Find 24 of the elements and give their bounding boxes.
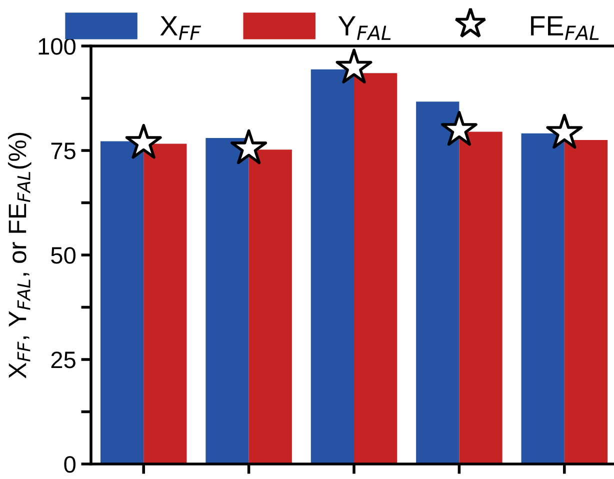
y-tick-label: 25 bbox=[51, 352, 76, 368]
legend-label: FE$_{FAL}$ bbox=[531, 16, 599, 40]
point bbox=[125, 124, 162, 159]
bar bbox=[248, 150, 292, 464]
bar bbox=[521, 133, 564, 464]
point bbox=[546, 114, 583, 149]
bar bbox=[459, 132, 502, 464]
bar bbox=[206, 138, 249, 464]
legend-label: Y$_{FAL}$ bbox=[338, 16, 391, 40]
point bbox=[336, 48, 372, 84]
point bbox=[440, 110, 478, 146]
legend-label: X$_{FF}$ bbox=[160, 16, 202, 40]
y-tick-label: 0 bbox=[64, 456, 76, 473]
bar bbox=[144, 144, 187, 464]
point bbox=[230, 129, 268, 164]
bar bbox=[416, 102, 460, 464]
y-tick-label: 75 bbox=[51, 142, 76, 160]
y-axis-title: X$_{FF}$, Y$_{FAL}$, or FE$_{FAL}$(%) bbox=[8, 132, 32, 378]
y-tick-label: 50 bbox=[51, 247, 76, 264]
bar bbox=[310, 69, 354, 464]
bar bbox=[354, 73, 398, 464]
bar bbox=[100, 141, 144, 464]
bar bbox=[564, 140, 608, 464]
y-tick-label: 100 bbox=[38, 38, 76, 55]
